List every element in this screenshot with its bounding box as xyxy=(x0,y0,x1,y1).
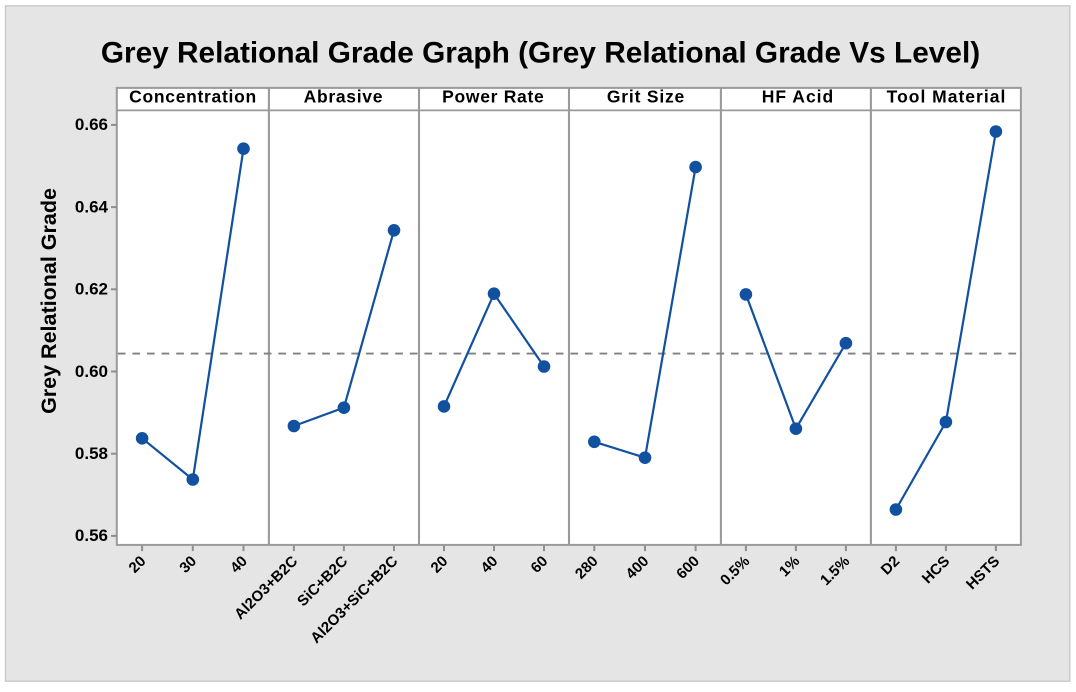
svg-text:Grit Size: Grit Size xyxy=(607,86,685,106)
svg-text:Grey Relational Grade Graph (G: Grey Relational Grade Graph (Grey Relati… xyxy=(101,36,980,69)
svg-text:Power Rate: Power Rate xyxy=(442,86,544,106)
svg-text:0.66: 0.66 xyxy=(75,115,108,134)
svg-text:0.64: 0.64 xyxy=(75,197,109,216)
svg-text:Grey Relational Grade: Grey Relational Grade xyxy=(37,188,61,414)
svg-text:Tool Material: Tool Material xyxy=(887,86,1007,106)
svg-text:Abrasive: Abrasive xyxy=(304,86,384,106)
svg-text:0.56: 0.56 xyxy=(75,526,108,545)
svg-text:Concentration: Concentration xyxy=(129,86,257,106)
svg-text:0.60: 0.60 xyxy=(75,362,108,381)
svg-text:0.62: 0.62 xyxy=(75,280,108,299)
svg-text:0.58: 0.58 xyxy=(75,444,108,463)
svg-text:HF Acid: HF Acid xyxy=(762,86,834,106)
